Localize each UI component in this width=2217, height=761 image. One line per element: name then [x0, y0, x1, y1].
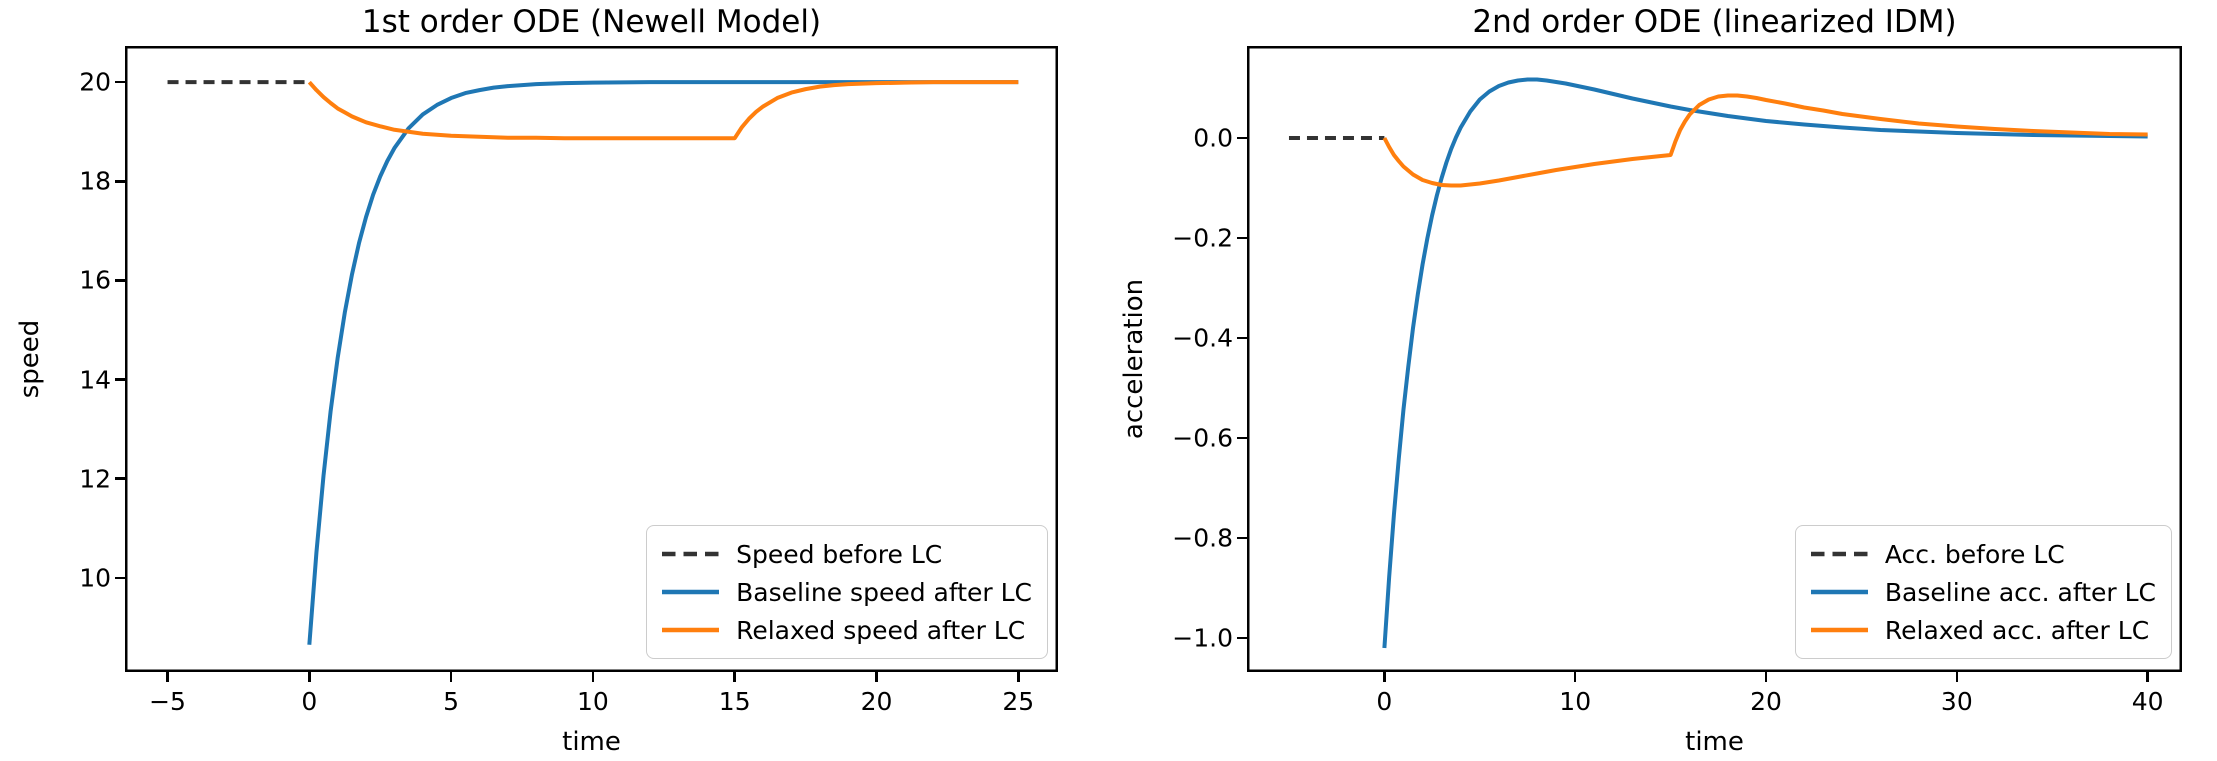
y-tick-mark — [115, 378, 125, 381]
x-tick-label: −5 — [149, 687, 186, 716]
x-tick-label: 40 — [2131, 687, 2164, 716]
x-tick-label: 25 — [1002, 687, 1035, 716]
x-tick-label: 20 — [1750, 687, 1782, 716]
axes-spines — [1247, 46, 2182, 672]
x-axis-label-idm: time — [1685, 727, 1744, 757]
x-axis-label-newell: time — [562, 727, 621, 757]
y-tick-label: 12 — [79, 463, 111, 493]
legend-newell: Speed before LC Baseline speed after LC Re… — [646, 525, 1048, 659]
legend-line-sample — [662, 589, 720, 595]
legend-line-sample — [1810, 551, 1868, 557]
x-tick-label: 5 — [443, 687, 460, 716]
legend-label: Baseline acc. after LC — [1884, 577, 2156, 607]
legend-entry: Relaxed speed after LC — [662, 611, 1032, 649]
chart-title-idm: 2nd order ODE (linearized IDM) — [1472, 4, 1957, 40]
y-tick-mark — [1237, 336, 1247, 340]
baseline-speed-after-lc-line — [307, 80, 1019, 645]
legend-line-sample — [1810, 627, 1868, 633]
y-tick-label: 14 — [79, 364, 111, 394]
y-tick-mark — [115, 576, 125, 580]
x-tick-mark — [733, 672, 736, 682]
legend-label: Relaxed speed after LC — [736, 615, 1026, 645]
y-tick-label: 18 — [79, 166, 111, 196]
legend-label: Acc. before LC — [1884, 539, 2065, 569]
legend-line-sample — [662, 551, 720, 557]
y-tick-mark — [1237, 536, 1247, 540]
chart-title-newell: 1st order ODE (Newell Model) — [361, 4, 822, 40]
relaxed-speed-after-lc-line — [307, 80, 1019, 141]
legend-line-sample — [662, 627, 720, 633]
y-tick-mark — [1237, 136, 1247, 140]
legend-entry: Relaxed acc. after LC — [1810, 611, 2156, 649]
y-tick-label: 10 — [79, 563, 111, 593]
x-tick-label: 30 — [1940, 687, 1973, 716]
axes-spines — [125, 46, 1058, 672]
y-tick-label: −0.6 — [1172, 423, 1233, 453]
plot-area-idm — [1247, 46, 2182, 672]
y-axis-label-newell: speed — [15, 319, 45, 399]
x-tick-mark — [308, 672, 311, 682]
y-tick-mark — [115, 180, 125, 183]
y-tick-mark — [1237, 636, 1247, 640]
legend-entry: Acc. before LC — [1810, 535, 2156, 573]
legend-label: Relaxed acc. after LC — [1884, 615, 2150, 645]
x-tick-label: 15 — [718, 687, 751, 716]
baseline-acc-after-lc-line — [1382, 77, 2148, 649]
legend-entry: Speed before LC — [662, 535, 1032, 573]
axes-newell-model: 1st order ODE (Newell Model) time speed … — [15, 4, 1058, 755]
y-tick-label: −0.8 — [1172, 523, 1233, 553]
legend-line-sample — [1810, 589, 1868, 595]
y-tick-label: 20 — [79, 67, 111, 97]
x-tick-mark — [1764, 672, 1768, 682]
legend-label: Baseline speed after LC — [736, 577, 1032, 607]
x-tick-label: 20 — [860, 687, 893, 716]
x-tick-label: 10 — [1559, 687, 1592, 716]
x-tick-mark — [591, 672, 595, 682]
x-tick-mark — [875, 672, 878, 682]
y-tick-label: −0.4 — [1172, 323, 1233, 353]
plot-area-newell — [125, 46, 1058, 672]
x-tick-mark — [449, 672, 453, 682]
x-tick-label: 0 — [1376, 687, 1393, 716]
legend-label: Speed before LC — [736, 539, 943, 569]
legend-entry: Baseline speed after LC — [662, 573, 1032, 611]
y-tick-label: −1.0 — [1172, 623, 1233, 653]
y-tick-label: −0.2 — [1172, 223, 1233, 253]
x-tick-mark — [1017, 672, 1020, 682]
y-axis-label-idm: acceleration — [1119, 278, 1149, 440]
y-tick-mark — [115, 279, 125, 282]
y-tick-label: 0.0 — [1193, 123, 1233, 153]
legend-entry: Baseline acc. after LC — [1810, 573, 2156, 611]
x-tick-mark — [2146, 672, 2149, 682]
x-tick-mark — [1573, 672, 1577, 682]
y-tick-mark — [115, 477, 125, 480]
x-tick-mark — [166, 672, 169, 682]
relaxed-acc-after-lc-line — [1382, 93, 2148, 188]
x-tick-mark — [1955, 672, 1959, 682]
axes-linearized-idm: 2nd order ODE (linearized IDM) time acce… — [1119, 4, 2182, 755]
x-tick-label: 0 — [301, 687, 318, 716]
legend-idm: Acc. before LC Baseline acc. after LC Rela… — [1794, 525, 2172, 659]
y-tick-label: 16 — [79, 265, 111, 295]
y-tick-mark — [1237, 436, 1247, 440]
y-tick-mark — [1237, 236, 1247, 240]
x-tick-label: 10 — [577, 687, 609, 716]
y-tick-mark — [115, 80, 125, 84]
x-tick-mark — [1383, 672, 1386, 682]
